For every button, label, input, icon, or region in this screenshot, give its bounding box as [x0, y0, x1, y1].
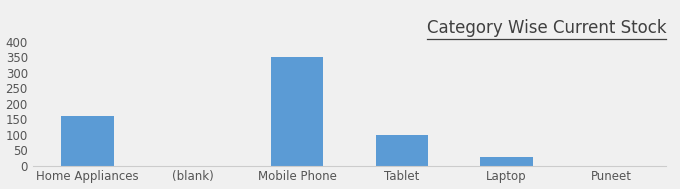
Bar	[481, 157, 533, 166]
Bar	[376, 135, 428, 166]
Text: Category Wise Current Stock: Category Wise Current Stock	[427, 19, 666, 37]
Bar	[61, 116, 114, 166]
Bar	[271, 57, 324, 166]
